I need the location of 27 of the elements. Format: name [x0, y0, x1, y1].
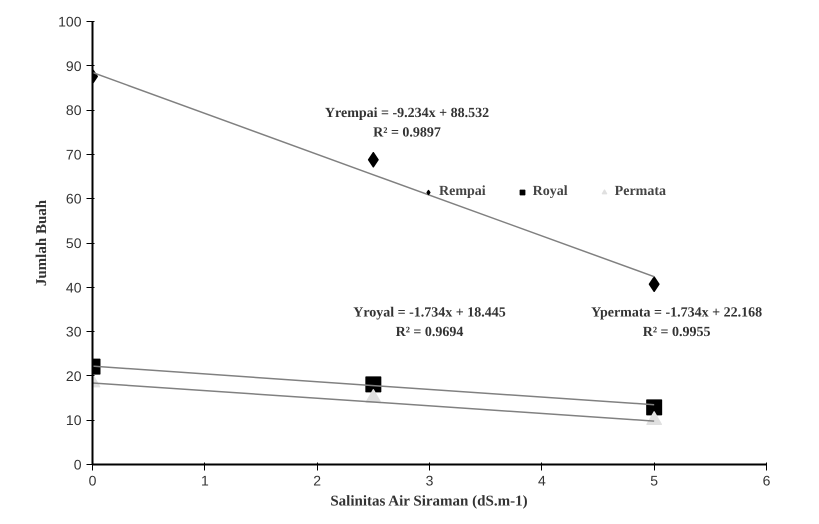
legend-label: Permata	[614, 184, 666, 200]
y-tick-label: 10	[66, 412, 82, 428]
x-tick-label: 0	[88, 472, 97, 488]
x-tick-label: 1	[200, 472, 209, 488]
point	[646, 399, 662, 416]
x-tick-label: 4	[538, 472, 546, 488]
annotation: Yrempai = -9.234x + 88.532 R² = 0.9897	[324, 106, 490, 141]
y-tick-label: 0	[74, 456, 82, 472]
annotation: Ypermata = -1.734x + 22.168 R² = 0.9955	[591, 305, 762, 340]
y-tick-label: 60	[66, 190, 82, 207]
x-tick-label: 3	[426, 472, 434, 488]
x-tick-label: 5	[650, 472, 658, 488]
y-tick-label: 80	[66, 102, 82, 118]
y-tick-label: 70	[66, 146, 82, 162]
y-tick-label: 100	[58, 14, 82, 30]
y-tick-label: 30	[66, 324, 82, 340]
x-axis-title: Salinitas Air Siraman (dS.m-1)	[330, 494, 528, 510]
y-tick-label: 20	[66, 368, 82, 384]
annotation: Yroyal = -1.734x + 18.445 R² = 0.9694	[353, 305, 506, 340]
legend-label: Royal	[532, 184, 568, 200]
x-tick-label: 2	[313, 472, 322, 488]
y-tick-label: 90	[66, 58, 82, 74]
y-tick-label: 40	[66, 279, 82, 296]
x-tick-label: 6	[762, 472, 771, 488]
y-tick-label: 50	[66, 235, 82, 251]
legend-label: Rempai	[439, 184, 486, 200]
y-axis-title: Jumlah Buah	[34, 199, 50, 286]
